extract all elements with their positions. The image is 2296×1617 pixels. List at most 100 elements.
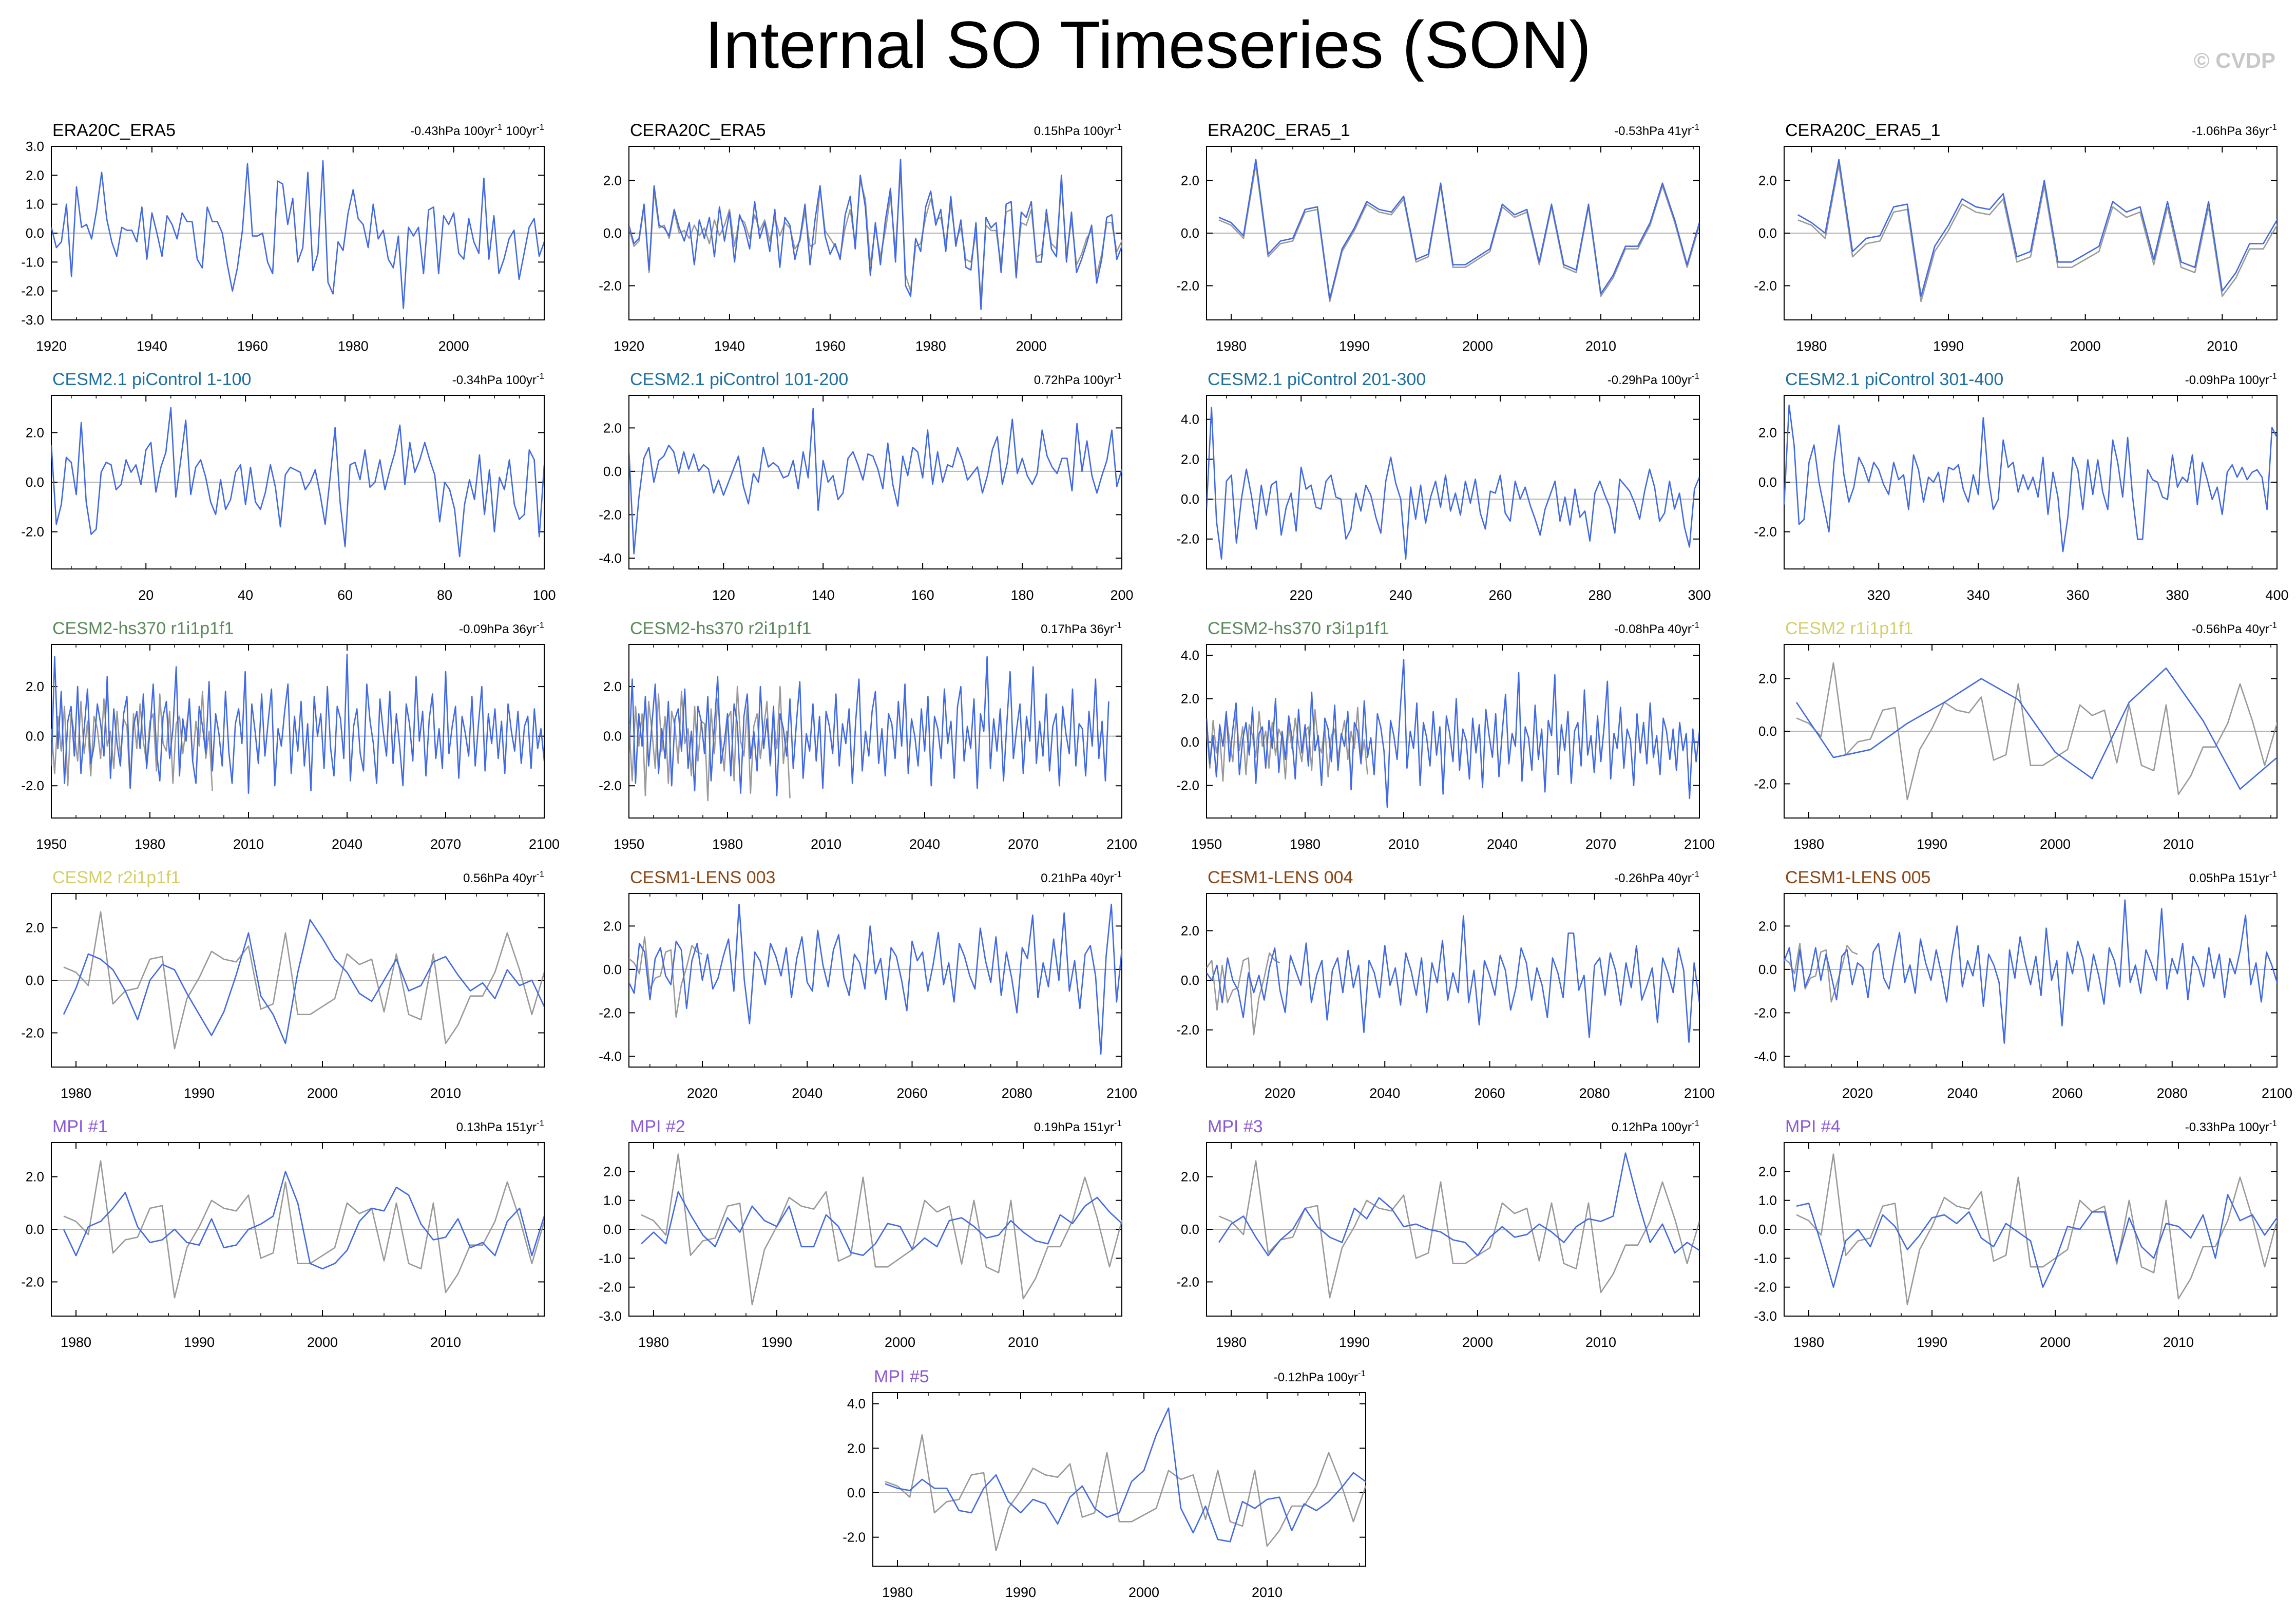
y-tick-label: 4.0: [1181, 412, 1199, 427]
x-tick-label: 160: [911, 587, 934, 603]
x-tick-label: 2000: [2040, 836, 2071, 852]
model-series-line: [1797, 159, 2277, 297]
y-tick-label: 2.0: [26, 425, 44, 440]
x-tick-label: 2000: [438, 338, 469, 354]
y-tick-label: 2.0: [26, 167, 44, 183]
y-tick-label: 0.0: [1181, 491, 1199, 507]
trend-label: -0.12hPa 100yr-1: [1274, 1368, 1366, 1384]
y-tick-label: -2.0: [1176, 778, 1199, 793]
trend-label: -1.06hPa 36yr-1: [2192, 122, 2277, 138]
model-series-line: [1796, 1194, 2277, 1288]
chart-panel: MPI #1 0.13hPa 151yr-1 -2.0 0.0 2.0 1980 1990 2…: [21, 1117, 545, 1350]
x-tick-label: 60: [337, 587, 353, 603]
y-tick-label: 3.0: [26, 139, 44, 154]
x-tick-label: 200: [1110, 587, 1133, 603]
y-tick-label: 2.0: [1181, 451, 1199, 467]
observed-series-line: [1796, 1153, 2277, 1305]
panel-title: ERA20C_ERA5_1: [1208, 121, 1350, 140]
chart-panel: CESM2.1 piControl 201-300 -0.29hPa 100yr-…: [1176, 370, 1711, 603]
y-tick-label: 0.0: [26, 1222, 44, 1237]
x-tick-label: 2000: [2070, 338, 2101, 354]
model-series-line: [1207, 915, 1699, 1043]
x-tick-label: 2060: [1474, 1086, 1505, 1101]
x-tick-label: 320: [1867, 587, 1890, 603]
plot-frame: [628, 893, 1122, 1068]
x-tick-label: 2000: [307, 1335, 338, 1350]
chart-panel: MPI #3 0.12hPa 100yr-1 -2.0 0.0 2.0 1980 1990 2…: [1176, 1117, 1700, 1350]
observed-series-line: [1784, 942, 1858, 1003]
x-tick-label: 20: [138, 587, 154, 603]
x-tick-label: 2100: [2262, 1086, 2292, 1101]
y-tick-label: -2.0: [599, 1280, 622, 1295]
panel-title: CESM2.1 piControl 1-100: [52, 370, 251, 389]
x-tick-label: 2010: [233, 836, 264, 852]
y-tick-label: 0.0: [1181, 973, 1199, 988]
y-tick-label: 2.0: [1181, 691, 1199, 707]
y-tick-label: 0.0: [1758, 474, 1777, 490]
y-tick-label: 0.0: [26, 729, 44, 744]
x-tick-label: 260: [1489, 587, 1512, 603]
y-tick-label: -2.0: [599, 1005, 622, 1020]
y-tick-label: -3.0: [21, 312, 44, 328]
plot-frame: [1206, 644, 1700, 819]
panel-title: MPI #1: [52, 1117, 108, 1136]
model-series-line: [1795, 667, 2277, 790]
panel-title: CERA20C_ERA5_1: [1785, 121, 1940, 140]
x-tick-label: 2080: [1579, 1086, 1610, 1101]
panel-title: CESM2.1 piControl 101-200: [630, 370, 848, 389]
y-tick-label: -1.0: [21, 254, 44, 270]
model-series-line: [63, 1171, 544, 1270]
y-tick-label: -2.0: [599, 278, 622, 293]
y-tick-label: 0.0: [26, 474, 44, 490]
x-tick-label: 2010: [2163, 836, 2194, 852]
y-tick-label: -2.0: [21, 524, 44, 540]
y-tick-label: 0.0: [847, 1485, 866, 1500]
chart-panel: MPI #2 0.19hPa 151yr-1 -3.0 -2.0 -1.0 0.0 1.0 2…: [599, 1117, 1122, 1350]
y-tick-label: 2.0: [1181, 1169, 1199, 1185]
panel-title: CESM2-hs370 r3i1p1f1: [1208, 619, 1389, 638]
x-tick-label: 1990: [1005, 1585, 1036, 1600]
y-tick-label: -2.0: [599, 507, 622, 522]
x-tick-label: 400: [2265, 587, 2288, 603]
x-tick-label: 2040: [332, 836, 362, 852]
x-tick-label: 360: [2067, 587, 2090, 603]
x-tick-label: 1920: [36, 338, 67, 354]
panel-title: ERA20C_ERA5: [52, 121, 176, 140]
x-tick-label: 2040: [1947, 1086, 1978, 1101]
y-tick-label: 4.0: [847, 1396, 866, 1412]
x-tick-label: 2070: [1008, 836, 1039, 852]
y-tick-label: -4.0: [599, 1049, 622, 1064]
chart-panel: CESM1-LENS 005 0.05hPa 151yr-1 -4.0 -2.0 0.0…: [1754, 868, 2292, 1101]
y-tick-label: -3.0: [1754, 1308, 1777, 1324]
x-tick-label: 2100: [529, 836, 560, 852]
y-tick-label: 2.0: [1758, 173, 1777, 188]
x-tick-label: 2000: [1016, 338, 1047, 354]
x-tick-label: 1990: [1339, 1335, 1370, 1350]
x-tick-label: 380: [2166, 587, 2189, 603]
trend-label: -0.34hPa 100yr-1: [452, 371, 544, 387]
x-tick-label: 340: [1967, 587, 1990, 603]
trend-label: -0.09hPa 100yr-1: [2185, 371, 2277, 387]
y-tick-label: 2.0: [603, 679, 622, 694]
trend-label: -0.29hPa 100yr-1: [1608, 371, 1699, 387]
panel-title: CESM1-LENS 003: [630, 868, 775, 887]
x-tick-label: 1920: [614, 338, 644, 354]
y-tick-label: 2.0: [26, 920, 44, 936]
panel-title: MPI #5: [874, 1367, 929, 1386]
panel-title: MPI #3: [1208, 1117, 1263, 1136]
trend-label: 0.05hPa 151yr-1: [2189, 869, 2277, 885]
model-series-line: [1207, 406, 1699, 560]
y-tick-label: 0.0: [1181, 734, 1199, 750]
trend-label: -0.56hPa 40yr-1: [2192, 620, 2277, 636]
x-tick-label: 2100: [1684, 1086, 1715, 1101]
y-tick-label: 0.0: [1758, 1222, 1777, 1237]
x-tick-label: 2070: [1585, 836, 1616, 852]
y-tick-label: 1.0: [603, 1193, 622, 1208]
x-tick-label: 1980: [61, 1086, 91, 1101]
x-tick-label: 2010: [1252, 1585, 1283, 1600]
x-tick-label: 2010: [811, 836, 841, 852]
x-tick-label: 1980: [1793, 836, 1824, 852]
x-tick-label: 1980: [882, 1585, 913, 1600]
y-tick-label: 2.0: [603, 173, 622, 188]
x-tick-label: 280: [1589, 587, 1612, 603]
